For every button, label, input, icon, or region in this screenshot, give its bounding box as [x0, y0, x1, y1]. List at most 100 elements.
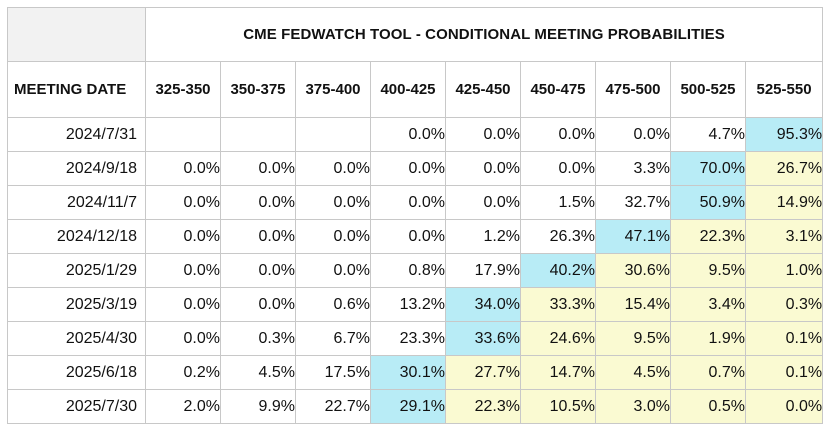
table-row: 2024/11/7 0.0% 0.0% 0.0% 0.0% 0.0% 1.5% 32.7% 50…: [7, 185, 824, 220]
table-row: 2025/4/30 0.0% 0.3% 6.7% 23.3% 33.6% 24.6% 9.5%…: [7, 321, 824, 356]
table-row: 2025/6/18 0.2% 4.5% 17.5% 30.1% 27.7% 14.7% 4.5…: [7, 355, 824, 390]
probability-cell: 26.7%: [744, 151, 824, 186]
probability-cell: 17.5%: [295, 355, 371, 390]
probability-cell: 3.4%: [670, 287, 746, 322]
probability-cell: 0.1%: [744, 321, 824, 356]
meeting-date-cell: 2025/7/30: [7, 389, 146, 424]
probability-cell: 0.0%: [445, 117, 521, 152]
title-row: CME FEDWATCH TOOL - CONDITIONAL MEETING …: [7, 7, 824, 62]
probability-cell: 15.4%: [595, 287, 671, 322]
probability-cell: 0.0%: [145, 185, 221, 220]
probability-cell: 0.0%: [370, 219, 446, 254]
probability-cell: 23.3%: [370, 321, 446, 356]
probability-cell: 9.9%: [220, 389, 296, 424]
probability-cell: 0.0%: [295, 219, 371, 254]
probability-cell: 3.0%: [595, 389, 671, 424]
meeting-date-cell: 2025/3/19: [7, 287, 146, 322]
probability-cell: 22.7%: [295, 389, 371, 424]
table-row: 2024/12/18 0.0% 0.0% 0.0% 0.0% 1.2% 26.3% 47.1%…: [7, 219, 824, 254]
rate-range-header: 350-375: [220, 61, 296, 118]
probability-cell: 13.2%: [370, 287, 446, 322]
probability-cell: 17.9%: [445, 253, 521, 288]
probability-cell: 0.0%: [520, 151, 596, 186]
probability-cell: [220, 117, 296, 152]
meeting-date-cell: 2025/1/29: [7, 253, 146, 288]
probability-cell: 0.0%: [520, 117, 596, 152]
meeting-date-cell: 2024/12/18: [7, 219, 146, 254]
meeting-date-header: MEETING DATE: [7, 61, 146, 118]
probability-cell: 0.0%: [595, 117, 671, 152]
probability-cell: 0.0%: [145, 287, 221, 322]
probability-cell: 4.5%: [595, 355, 671, 390]
probability-cell: 33.6%: [445, 321, 521, 356]
probability-cell: 0.2%: [145, 355, 221, 390]
probability-cell: 0.7%: [670, 355, 746, 390]
probability-cell: [145, 117, 221, 152]
probability-cell: 0.0%: [220, 151, 296, 186]
rate-range-header: 400-425: [370, 61, 446, 118]
probability-cell: 0.0%: [744, 389, 824, 424]
meeting-date-cell: 2025/4/30: [7, 321, 146, 356]
probability-cell: 3.1%: [744, 219, 824, 254]
probability-cell: 14.7%: [520, 355, 596, 390]
probability-cell: 0.0%: [220, 287, 296, 322]
meeting-date-cell: 2024/11/7: [7, 185, 146, 220]
probability-cell: 0.6%: [295, 287, 371, 322]
probability-cell: 0.0%: [295, 185, 371, 220]
probability-cell: 9.5%: [595, 321, 671, 356]
probability-cell: 0.0%: [220, 185, 296, 220]
probability-cell: 0.0%: [370, 185, 446, 220]
table-body: 2024/7/31 0.0% 0.0% 0.0% 0.0% 4.7% 95.3% 2024/9…: [7, 117, 824, 424]
probability-cell: 1.9%: [670, 321, 746, 356]
rate-range-header: 500-525: [670, 61, 746, 118]
probability-cell: 0.0%: [370, 151, 446, 186]
rate-range-header: 450-475: [520, 61, 596, 118]
table-row: 2025/1/29 0.0% 0.0% 0.0% 0.8% 17.9% 40.2% 30.6%…: [7, 253, 824, 288]
probability-cell: 1.0%: [744, 253, 824, 288]
probability-cell: 3.3%: [595, 151, 671, 186]
corner-blank-cell: [7, 7, 146, 62]
probability-cell: 4.5%: [220, 355, 296, 390]
probability-cell: 14.9%: [744, 185, 824, 220]
probability-cell: 1.5%: [520, 185, 596, 220]
probability-cell: 0.0%: [145, 321, 221, 356]
rate-range-header: 325-350: [145, 61, 221, 118]
probability-cell: 22.3%: [445, 389, 521, 424]
table-row: 2024/7/31 0.0% 0.0% 0.0% 0.0% 4.7% 95.3%: [7, 117, 824, 152]
probability-cell: 0.0%: [370, 117, 446, 152]
rate-range-header: 475-500: [595, 61, 671, 118]
probability-cell: 9.5%: [670, 253, 746, 288]
probability-cell: 0.1%: [744, 355, 824, 390]
probability-cell: 33.3%: [520, 287, 596, 322]
probability-cell: 40.2%: [520, 253, 596, 288]
table-row: 2025/3/19 0.0% 0.0% 0.6% 13.2% 34.0% 33.3% 15.4…: [7, 287, 824, 322]
probability-cell: 6.7%: [295, 321, 371, 356]
probability-cell: 0.0%: [220, 219, 296, 254]
probability-cell: 0.0%: [445, 151, 521, 186]
probability-cell: 27.7%: [445, 355, 521, 390]
probability-cell: 47.1%: [595, 219, 671, 254]
probability-cell: 0.3%: [220, 321, 296, 356]
meeting-date-cell: 2025/6/18: [7, 355, 146, 390]
probability-cell: 0.0%: [220, 253, 296, 288]
probability-cell: 70.0%: [670, 151, 746, 186]
probability-cell: 0.5%: [670, 389, 746, 424]
probability-cell: 0.0%: [145, 151, 221, 186]
probability-cell: 4.7%: [670, 117, 746, 152]
table-row: 2024/9/18 0.0% 0.0% 0.0% 0.0% 0.0% 0.0% 3.3% 70.…: [7, 151, 824, 186]
probability-cell: 2.0%: [145, 389, 221, 424]
probability-cell: 10.5%: [520, 389, 596, 424]
probability-cell: 29.1%: [370, 389, 446, 424]
meeting-date-cell: 2024/7/31: [7, 117, 146, 152]
table-title: CME FEDWATCH TOOL - CONDITIONAL MEETING …: [144, 7, 824, 62]
probability-cell: 30.1%: [370, 355, 446, 390]
rate-range-header: 375-400: [295, 61, 371, 118]
probability-cell: 34.0%: [445, 287, 521, 322]
probability-cell: 1.2%: [445, 219, 521, 254]
table-row: 2025/7/30 2.0% 9.9% 22.7% 29.1% 22.3% 10.5% 3.0…: [7, 389, 824, 424]
probability-cell: 0.0%: [145, 219, 221, 254]
probability-cell: 0.0%: [445, 185, 521, 220]
probability-cell: 0.0%: [145, 253, 221, 288]
probability-cell: 0.3%: [744, 287, 824, 322]
